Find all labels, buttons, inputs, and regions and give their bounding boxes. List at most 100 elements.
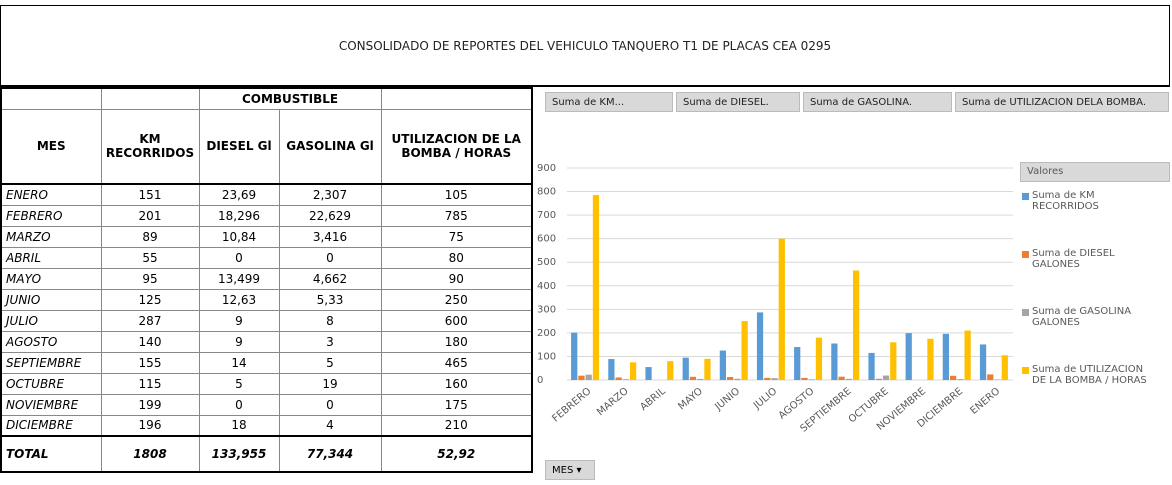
cell: 14 (198, 351, 280, 374)
bar (1001, 355, 1008, 380)
bar (608, 359, 615, 380)
cell: 0 (198, 393, 280, 416)
cell: 155 (100, 351, 200, 374)
total-cell: TOTAL (0, 435, 102, 473)
bar (645, 367, 652, 380)
legend-label: Suma de DIESEL GALONES (1032, 248, 1115, 270)
bar (845, 378, 852, 380)
cell: 0 (278, 246, 382, 269)
bar (592, 195, 600, 380)
y-tick-label: 300 (537, 304, 556, 315)
bar (689, 376, 697, 380)
data-row: DICIEMBRE 196 18 4 210 (0, 414, 533, 437)
cell: 80 (380, 246, 533, 269)
cell: 5 (278, 351, 382, 374)
legend-item: Suma de GASOLINA GALONES (1020, 306, 1160, 364)
bar (756, 312, 764, 380)
field-button[interactable]: Suma de UTILIZACION DELA BOMBA. (955, 92, 1169, 112)
header-cell (0, 87, 102, 110)
field-button[interactable]: Suma de GASOLINA. (803, 92, 952, 112)
legend-item: Suma de DIESEL GALONES (1020, 248, 1160, 306)
column-header: DIESEL Gl (198, 108, 280, 185)
bar (979, 344, 987, 380)
y-tick-label: 100 (537, 351, 556, 362)
bar (838, 376, 845, 380)
bar (808, 379, 815, 380)
cell: SEPTIEMBRE (0, 351, 102, 374)
bar (882, 375, 890, 380)
bar (622, 379, 629, 380)
bar (682, 357, 689, 380)
x-tick-label: MARZO (595, 386, 631, 418)
legend-item: Suma de KM RECORRIDOS (1020, 190, 1160, 248)
bar (831, 343, 838, 380)
bar (794, 347, 801, 380)
bar (667, 361, 674, 380)
legend-label: Suma de KM RECORRIDOS (1032, 190, 1099, 212)
group-header: COMBUSTIBLE (198, 87, 382, 110)
cell: 75 (380, 225, 533, 248)
data-row: NOVIEMBRE 199 0 0 175 (0, 393, 533, 416)
legend-item: Suma de UTILIZACION DE LA BOMBA / HORAS (1020, 364, 1160, 422)
cell: 180 (380, 330, 533, 353)
cell: 5,33 (278, 288, 382, 311)
cell: 201 (100, 204, 200, 227)
cell: 3 (278, 330, 382, 353)
column-header: KM RECORRIDOS (100, 108, 200, 185)
header-cell (380, 87, 533, 110)
bar (571, 332, 578, 380)
header-row: MES KM RECORRIDOS DIESEL Gl GASOLINA Gl UTIL… (0, 108, 533, 185)
cell: 210 (380, 414, 533, 437)
cell: DICIEMBRE (0, 414, 102, 437)
cell: JUNIO (0, 288, 102, 311)
report-title: CONSOLIDADO DE REPORTES DEL VEHICULO TAN… (0, 5, 1170, 87)
cell: FEBRERO (0, 204, 102, 227)
data-row: MARZO 89 10,84 3,416 75 (0, 225, 533, 248)
total-cell: 52,92 (380, 435, 533, 473)
cell: 151 (100, 183, 200, 206)
total-cell: 1808 (100, 435, 200, 473)
cell: AGOSTO (0, 330, 102, 353)
y-tick-label: 900 (537, 163, 556, 174)
data-row: FEBRERO 201 18,296 22,629 785 (0, 204, 533, 227)
legend-swatch (1022, 367, 1029, 374)
cell: 89 (100, 225, 200, 248)
cell: 5 (198, 372, 280, 395)
field-button[interactable]: Suma de DIESEL. (676, 92, 800, 112)
field-button[interactable]: Suma de KM... (545, 92, 673, 112)
cell: 4,662 (278, 267, 382, 290)
bar (852, 270, 860, 380)
bar (950, 375, 957, 380)
x-tick-label: ABRIL (638, 386, 668, 413)
cell: 18,296 (198, 204, 280, 227)
header-cell (100, 87, 200, 110)
data-row: ABRIL 55 0 0 80 (0, 246, 533, 269)
cell: 18 (198, 414, 280, 437)
bar (578, 375, 585, 380)
legend: Valores Suma de KM RECORRIDOS Suma de DIES… (1020, 162, 1170, 422)
total-cell: 133,955 (198, 435, 280, 473)
data-row: ENERO 151 23,69 2,307 105 (0, 183, 533, 206)
y-tick-label: 200 (537, 328, 556, 339)
cell: 3,416 (278, 225, 382, 248)
cell: 0 (198, 246, 280, 269)
bar (964, 330, 971, 380)
column-header: UTILIZACION DE LA BOMBA / HORAS (380, 108, 533, 185)
cell: 10,84 (198, 225, 280, 248)
bar (890, 342, 897, 380)
bar (734, 378, 741, 380)
axis-field-button[interactable]: MES ▾ (545, 460, 595, 480)
cell: 22,629 (278, 204, 382, 227)
bar (905, 333, 912, 380)
bar (697, 378, 704, 380)
header-row: COMBUSTIBLE (0, 87, 533, 110)
cell: 125 (100, 288, 200, 311)
axis-field-label: MES (552, 465, 574, 476)
bar (771, 378, 778, 380)
cell: 196 (100, 414, 200, 437)
cell: 95 (100, 267, 200, 290)
column-header: GASOLINA Gl (278, 108, 382, 185)
cell: 23,69 (198, 183, 280, 206)
bar (942, 333, 950, 380)
y-tick-label: 600 (537, 234, 556, 245)
